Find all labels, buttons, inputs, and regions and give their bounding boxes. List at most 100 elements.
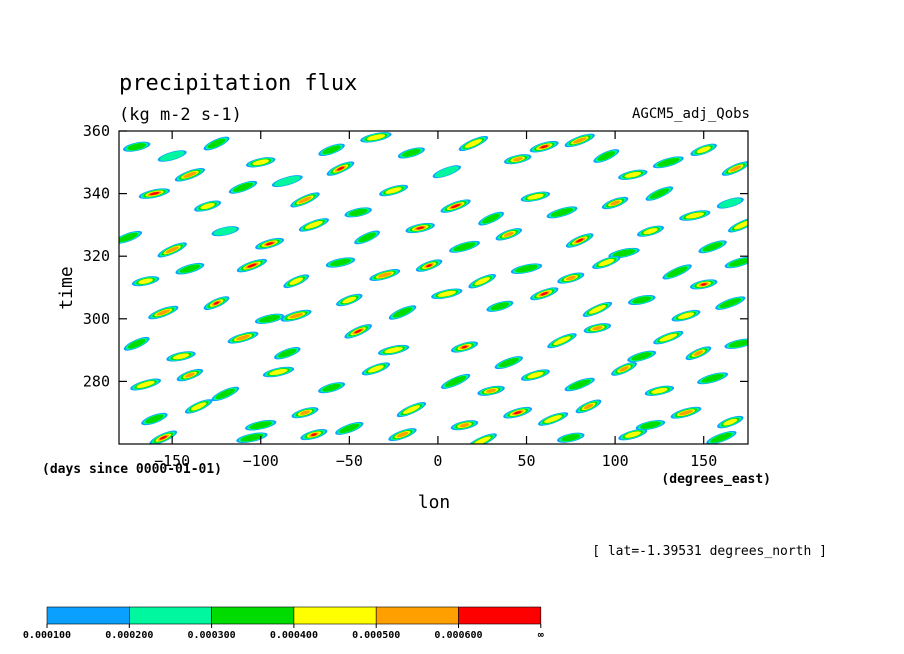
precip-blob: [440, 373, 471, 389]
color-bar-label: 0.000300: [188, 630, 236, 641]
contour-level-3: [651, 387, 668, 394]
contour-level-3: [200, 203, 215, 210]
precip-blob: [344, 207, 372, 218]
precip-blob: [246, 157, 276, 168]
color-bar: 0.000100 0.000200 0.000300 0.000400 0.000500…: [23, 606, 544, 641]
contour-level-3: [527, 193, 544, 200]
precip-blob: [565, 233, 594, 248]
contour-level-2: [728, 258, 748, 267]
contour-level-2: [119, 232, 138, 242]
precip-blob: [635, 420, 666, 431]
precip-blob: [652, 156, 684, 169]
color-bar-label: ∞: [538, 630, 544, 641]
contour-level-2: [232, 182, 254, 192]
precip-blob: [131, 276, 160, 287]
color-bar-swatch: [129, 606, 212, 625]
contour-level-5: [159, 435, 167, 440]
contour-level-2: [207, 138, 226, 149]
precip-blob: [245, 419, 277, 431]
precip-blob: [530, 287, 559, 301]
precip-blob: [727, 217, 748, 233]
precip-blob: [715, 296, 746, 310]
contour-level-3: [252, 159, 269, 166]
precip-blob: [557, 272, 585, 284]
units-label: (kg m-2 s-1): [119, 105, 242, 125]
contour-level-3: [588, 304, 607, 314]
precip-blob: [546, 206, 578, 219]
contour-level-3: [677, 312, 695, 319]
contour-level-4: [165, 246, 179, 254]
contour-level-2: [702, 242, 723, 252]
precip-blob: [175, 262, 205, 275]
precip-blob: [494, 356, 523, 370]
precip-blob: [450, 341, 479, 353]
contour-level-2: [259, 315, 280, 323]
precip-blob: [717, 415, 744, 429]
precip-blob: [157, 242, 187, 258]
color-bar-swatch: [375, 606, 459, 625]
contour-level-5: [540, 292, 548, 296]
precip-blob: [274, 346, 301, 360]
precip-blob: [227, 331, 259, 344]
color-bar-swatch: [211, 606, 295, 625]
precip-blob: [149, 430, 178, 444]
contour-level-3: [136, 381, 155, 388]
contour-level-2: [453, 242, 476, 252]
contour-level-4: [236, 334, 250, 341]
precip-blob: [138, 188, 171, 199]
color-bar-label: 0.000100: [23, 630, 71, 641]
contour-level-2: [561, 434, 581, 442]
plot-area: −150 −100 −50 0 50 100 150 280 300 320 340 360: [83, 122, 749, 470]
contour-level-5: [336, 166, 345, 171]
precip-blob: [477, 385, 505, 396]
contour-level-5: [213, 301, 220, 305]
y-axis-label: time: [56, 266, 77, 309]
precip-blob: [325, 257, 356, 268]
contour-level-5: [426, 264, 432, 268]
contour-level-2: [322, 383, 341, 392]
precip-blob: [283, 274, 310, 289]
precip-blob: [495, 228, 523, 241]
contour-level-3: [385, 187, 402, 194]
contour-level-5: [265, 242, 274, 246]
precip-blob: [698, 240, 727, 254]
precip-blob: [379, 184, 409, 197]
precip-blob: [592, 256, 621, 269]
precip-blob: [361, 362, 391, 376]
y-tick-label: 280: [83, 372, 110, 390]
contour-level-1: [718, 198, 742, 208]
contour-level-4: [289, 313, 304, 319]
precip-blob: [271, 175, 303, 188]
precip-blob: [166, 351, 196, 362]
precip-blob: [440, 199, 471, 213]
x-tick-label: 0: [433, 452, 442, 470]
plot-frame: [118, 130, 749, 445]
color-bar-swatch: [46, 606, 130, 625]
precip-blob: [645, 186, 674, 201]
contour-level-3: [190, 402, 207, 411]
precip-blob: [236, 432, 268, 443]
contour-level-4: [377, 272, 392, 278]
x-axis-label: lon: [418, 492, 451, 513]
contour-level-5: [700, 283, 707, 286]
contour-level-3: [402, 405, 421, 415]
precip-blob: [415, 259, 443, 272]
contour-level-2: [666, 266, 688, 278]
contour-level-2: [278, 348, 297, 358]
contour-level-3: [624, 431, 641, 438]
chart-title: precipitation flux: [119, 71, 357, 96]
contour-level-2: [402, 148, 421, 157]
contour-level-4: [572, 137, 587, 144]
precip-blob: [184, 399, 213, 414]
contour-level-2: [127, 339, 146, 349]
precip-blob: [679, 210, 711, 221]
precip-blob: [388, 305, 417, 320]
precip-blob: [716, 197, 744, 209]
precip-blob: [618, 169, 648, 180]
contour-level-2: [649, 188, 670, 199]
contour-level-4: [156, 309, 171, 316]
precip-blob: [653, 330, 684, 345]
contour-level-4: [299, 410, 311, 415]
contour-level-4: [679, 410, 693, 416]
contour-level-3: [734, 220, 748, 230]
